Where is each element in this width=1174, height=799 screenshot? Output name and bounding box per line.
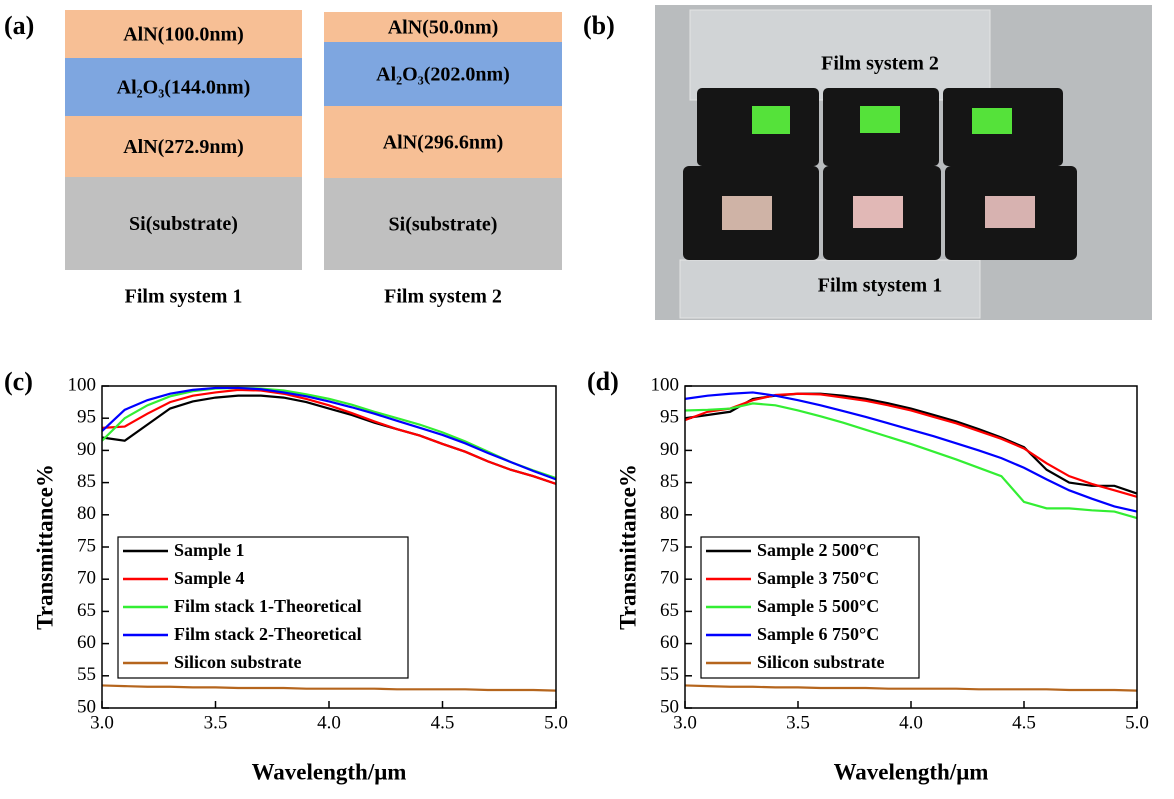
x-axis-title: Wavelength/μm <box>834 759 989 784</box>
y-tick-label: 95 <box>660 407 679 428</box>
x-tick-label: 4.5 <box>1012 712 1036 733</box>
panel-label: (c) <box>4 367 33 396</box>
layer <box>65 58 302 116</box>
y-tick-label: 55 <box>77 664 96 685</box>
y-axis-title: Transmittance% <box>32 464 57 630</box>
y-tick-label: 95 <box>77 407 96 428</box>
y-tick-label: 85 <box>77 471 96 492</box>
stack-name: Film system 1 <box>125 286 243 308</box>
x-tick-label: 3.0 <box>90 712 114 733</box>
series-line <box>101 386 557 480</box>
y-tick-label: 75 <box>660 535 679 556</box>
layer-label: AlN(50.0nm) <box>388 17 499 39</box>
legend-label: Film stack 2-Theoretical <box>174 624 362 644</box>
photo <box>655 5 1152 320</box>
legend-label: Film stack 1-Theoretical <box>174 596 362 616</box>
series-line <box>684 402 1138 520</box>
x-tick-label: 4.0 <box>899 712 923 733</box>
layer <box>65 177 302 270</box>
stack-name: Film system 2 <box>384 286 502 308</box>
y-tick-label: 60 <box>660 632 679 653</box>
panel-label: (d) <box>587 367 619 396</box>
layer <box>324 12 562 42</box>
layer <box>324 42 562 106</box>
series-line <box>101 386 557 481</box>
series-line <box>101 394 557 485</box>
layer-label: Si(substrate) <box>129 213 238 235</box>
y-tick-label: 80 <box>77 503 96 524</box>
series-line <box>101 388 557 485</box>
x-tick-label: 5.0 <box>1125 712 1149 733</box>
y-tick-label: 70 <box>77 568 96 589</box>
panel-label: (b) <box>583 11 615 40</box>
photo-annotation: Film stystem 1 <box>818 275 942 297</box>
x-axis-title: Wavelength/μm <box>252 759 407 784</box>
y-tick-label: 75 <box>77 535 96 556</box>
legend-label: Sample 6 750°C <box>757 624 879 644</box>
y-tick-label: 100 <box>68 374 97 395</box>
y-tick-label: 50 <box>660 696 679 717</box>
y-tick-label: 65 <box>660 600 679 621</box>
y-tick-label: 50 <box>77 696 96 717</box>
series-line <box>684 684 1138 692</box>
y-tick-label: 60 <box>77 632 96 653</box>
plot-frame <box>684 385 1138 709</box>
layer <box>324 106 562 178</box>
legend-label: Silicon substrate <box>174 652 302 672</box>
y-tick-label: 90 <box>660 439 679 460</box>
photo-annotation: Film system 2 <box>821 53 939 75</box>
legend-label: Sample 1 <box>174 540 245 560</box>
legend-label: Sample 5 500°C <box>757 596 879 616</box>
layer-label: Al₂O₃(202.0nm) <box>376 64 510 86</box>
legend-box <box>700 536 920 679</box>
series-line <box>684 391 1138 513</box>
series-line <box>684 392 1138 498</box>
x-tick-label: 3.5 <box>204 712 228 733</box>
y-tick-label: 80 <box>660 503 679 524</box>
plot-frame <box>101 385 557 709</box>
layer <box>65 116 302 177</box>
series-line <box>101 684 557 692</box>
layer-label: Si(substrate) <box>389 214 498 236</box>
layer-label: Al₂O₃(144.0nm) <box>117 77 251 99</box>
x-tick-label: 5.0 <box>544 712 568 733</box>
x-tick-label: 3.0 <box>673 712 697 733</box>
x-tick-label: 4.5 <box>431 712 455 733</box>
x-tick-label: 4.0 <box>317 712 341 733</box>
y-axis-title: Transmittance% <box>615 464 640 630</box>
layer-label: AlN(296.6nm) <box>383 132 504 154</box>
legend-label: Sample 2 500°C <box>757 540 879 560</box>
y-tick-label: 90 <box>77 439 96 460</box>
layer <box>65 10 302 58</box>
legend-label: Silicon substrate <box>757 652 885 672</box>
y-tick-label: 85 <box>660 471 679 492</box>
layer-label: AlN(100.0nm) <box>123 24 244 46</box>
panel-label: (a) <box>4 11 34 40</box>
legend-label: Sample 4 <box>174 568 245 588</box>
layer-label: AlN(272.9nm) <box>123 136 244 158</box>
layer <box>324 178 562 270</box>
y-tick-label: 70 <box>660 568 679 589</box>
y-tick-label: 65 <box>77 600 96 621</box>
x-tick-label: 3.5 <box>786 712 810 733</box>
y-tick-label: 55 <box>660 664 679 685</box>
y-tick-label: 100 <box>651 374 680 395</box>
legend-label: Sample 3 750°C <box>757 568 879 588</box>
